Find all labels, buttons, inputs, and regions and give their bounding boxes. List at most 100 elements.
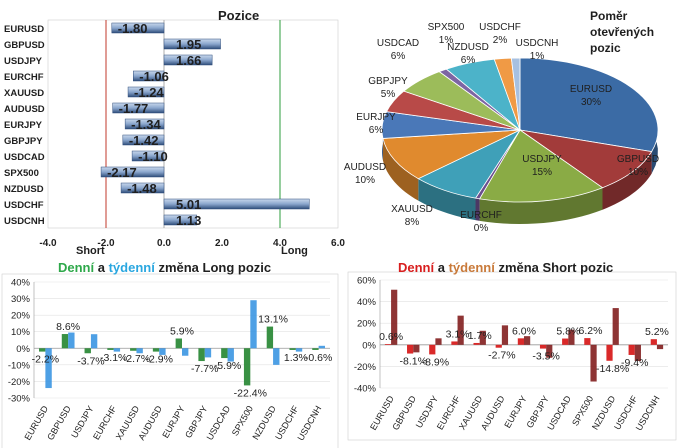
pie-label-usdcad: USDCAD	[377, 38, 419, 49]
chart4-data-label: -8.1%	[400, 356, 427, 368]
chart4-frame	[347, 271, 677, 441]
chart4-data-label: -8.9%	[422, 356, 449, 368]
chart4-bar-t-denn--usdcad	[568, 329, 575, 345]
chart4-data-label: -14.8%	[596, 363, 629, 375]
chart3-bar-t-denn--xauusd	[136, 348, 143, 354]
chart3-bar-denn--usdjpy	[84, 348, 91, 354]
pie-pct-usdjpy: 15%	[532, 167, 552, 178]
chart4-bar-denn--gbpjpy	[539, 344, 547, 349]
chart3-bar-denn--audusd	[152, 348, 160, 352]
chart4-bar-t-denn--nzdusd	[612, 308, 619, 345]
chart3-ytick-label: 20%	[11, 311, 31, 322]
chart1-bar-gbpjpy	[122, 134, 165, 146]
chart4-bar-t-denn--eurchf	[457, 315, 464, 345]
pie-pct-usdchf: 2%	[493, 35, 508, 46]
chart4-bar-t-denn--spx500	[590, 344, 597, 382]
pie-pct-gbpusd: 10%	[628, 167, 648, 178]
chart4-bar-denn--eurchf	[451, 341, 458, 345]
chart3-title-part: a	[94, 260, 108, 275]
chart1-value-label: -2.17	[107, 165, 137, 180]
chart1-xtick-label: 6.0	[331, 238, 345, 249]
chart1-bar-nzdusd	[120, 182, 165, 194]
chart1-bar-eurusd	[111, 22, 165, 34]
chart1-category-label: USDCAD	[4, 152, 45, 163]
chart3-data-label: 5.9%	[170, 326, 194, 338]
chart3-bar-t-denn--audusd	[159, 348, 166, 355]
chart3-data-label: -2.2%	[32, 354, 59, 366]
chart3-data-label: -2.9%	[146, 354, 173, 366]
chart1-category-label: SPX500	[4, 168, 39, 179]
chart3-bar-denn--usdcad	[221, 348, 228, 359]
pie-label-audusd: AUDUSD	[344, 162, 386, 173]
chart3-data-label: -5.9%	[214, 360, 241, 372]
chart4-data-label: 5.8%	[556, 326, 580, 338]
chart3-data-label: -22.4%	[234, 387, 267, 399]
chart1-bar-gbpusd	[163, 38, 221, 50]
pie-slice-side-xauusd	[418, 178, 476, 221]
chart4-bar-denn--audusd	[495, 344, 502, 348]
chart3-ytick-label: 30%	[11, 294, 31, 305]
chart4-bar-denn--eurjpy	[517, 338, 524, 345]
pie-slice-side-audusd	[382, 138, 419, 201]
chart4-bar-denn--spx500	[584, 338, 591, 345]
pie-slice-eurusd	[519, 57, 659, 153]
pie-slice-usdjpy	[478, 129, 604, 203]
chart3-bar-denn--gbpjpy	[198, 348, 205, 362]
pie-pct-gbpjpy: 5%	[381, 89, 396, 100]
chart3-bar-t-denn--eurusd	[45, 348, 52, 389]
chart1-category-label: GBPUSD	[4, 40, 45, 51]
chart3-data-label: 13.1%	[258, 314, 288, 326]
chart3-bar-denn--eurjpy	[175, 338, 182, 349]
chart1-title: Pozice	[218, 8, 259, 23]
pie-label-usdcnh: USDCNH	[516, 38, 559, 49]
chart3-data-label: -0.6%	[305, 352, 332, 364]
chart1-bar-eurjpy	[124, 118, 165, 130]
chart3-title: Denní a týdenní změna Long pozic	[58, 260, 271, 275]
chart4-data-label: 6.2%	[578, 325, 602, 337]
chart4-bar-t-denn--gbpusd	[413, 344, 420, 353]
chart1-value-label: -1.24	[134, 85, 164, 100]
chart1-value-label: -1.10	[138, 149, 168, 164]
chart4-bar-denn--usdcnh	[650, 339, 657, 345]
pie-label-eurchf: EURCHF	[460, 210, 502, 221]
chart1-value-label: -1.77	[119, 101, 149, 116]
chart3-bar-t-denn--usdchf	[295, 348, 303, 352]
pie-pct-eurchf: 0%	[474, 223, 489, 234]
chart4-bar-t-denn--eurjpy	[524, 336, 531, 345]
pie-pct-nzdusd: 6%	[461, 55, 476, 66]
chart4-title-part: změna Short pozic	[495, 260, 613, 275]
pie-pct-xauusd: 8%	[405, 217, 420, 228]
chart4-data-label: 5.2%	[645, 326, 669, 338]
pie-pct-eurusd: 30%	[581, 97, 601, 108]
chart3-data-label: -3.1%	[100, 352, 127, 364]
chart1-category-label: USDCNH	[4, 216, 45, 227]
chart1-value-label: -1.48	[127, 181, 157, 196]
chart3-ytick-label: -20%	[8, 377, 31, 388]
chart1-value-label: 1.95	[176, 37, 201, 52]
chart4-data-label: 3.1%	[446, 328, 470, 340]
chart3-ytick-label: 10%	[11, 327, 31, 338]
pie-slice-usdcnh	[510, 57, 521, 131]
chart3-bar-denn--gbpusd	[61, 334, 69, 349]
chart3-bar-t-denn--gbpjpy	[204, 348, 212, 358]
chart4-data-label: -2.7%	[488, 350, 515, 362]
pie-pct-eurjpy: 6%	[369, 125, 384, 136]
chart1-plot-area	[47, 19, 339, 229]
chart1-bar-spx500	[100, 166, 165, 178]
pie-pct-audusd: 10%	[355, 175, 375, 186]
chart1-xtick-label: 0.0	[157, 238, 171, 249]
pie-slice-audusd	[382, 129, 521, 180]
chart3-bar-t-denn--nzdusd	[273, 348, 280, 365]
chart4-ytick-label: -40%	[354, 384, 377, 395]
chart3-bar-t-denn--eurchf	[113, 348, 121, 352]
chart1-category-label: XAUUSD	[4, 88, 44, 99]
chart3-bar-t-denn--usdcad	[227, 348, 234, 362]
chart1-category-label: AUDUSD	[4, 104, 45, 115]
chart4-bar-t-denn--gbpjpy	[546, 344, 553, 358]
chart3-frame	[1, 273, 339, 448]
pie-title: Poměr	[590, 9, 628, 23]
chart3-bar-denn--eurchf	[107, 348, 114, 350]
chart1-bar-usdjpy	[163, 54, 213, 66]
chart4-ytick-label: 0%	[362, 340, 376, 351]
